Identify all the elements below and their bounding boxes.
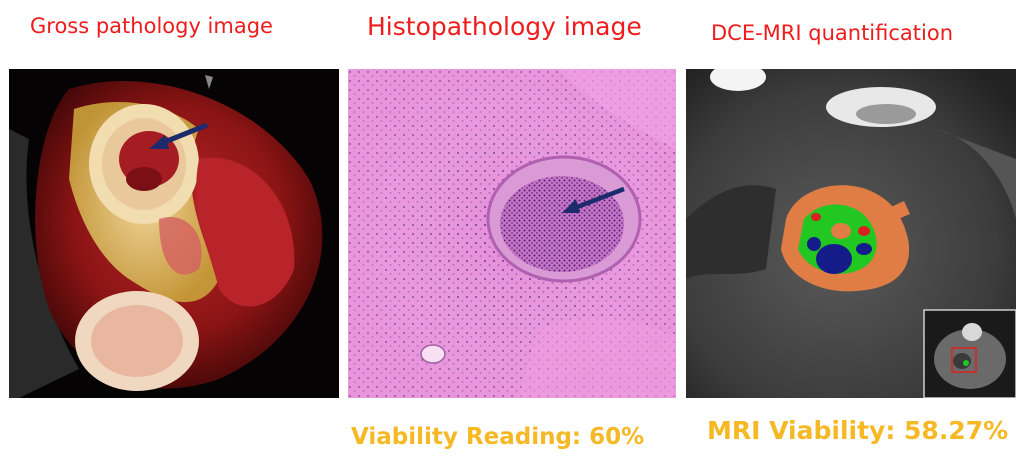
histopathology-title: Histopathology image <box>367 12 642 41</box>
mri-viability-caption: MRI Viability: 58.27% <box>707 416 1009 445</box>
gross-pathology-image <box>9 69 339 398</box>
dce-mri-image <box>686 69 1016 398</box>
gross-pathology-title: Gross pathology image <box>30 14 273 38</box>
dce-mri-title: DCE-MRI quantification <box>711 21 954 45</box>
histopathology-image <box>348 69 676 398</box>
viability-reading-caption: Viability Reading: 60% <box>351 424 645 450</box>
